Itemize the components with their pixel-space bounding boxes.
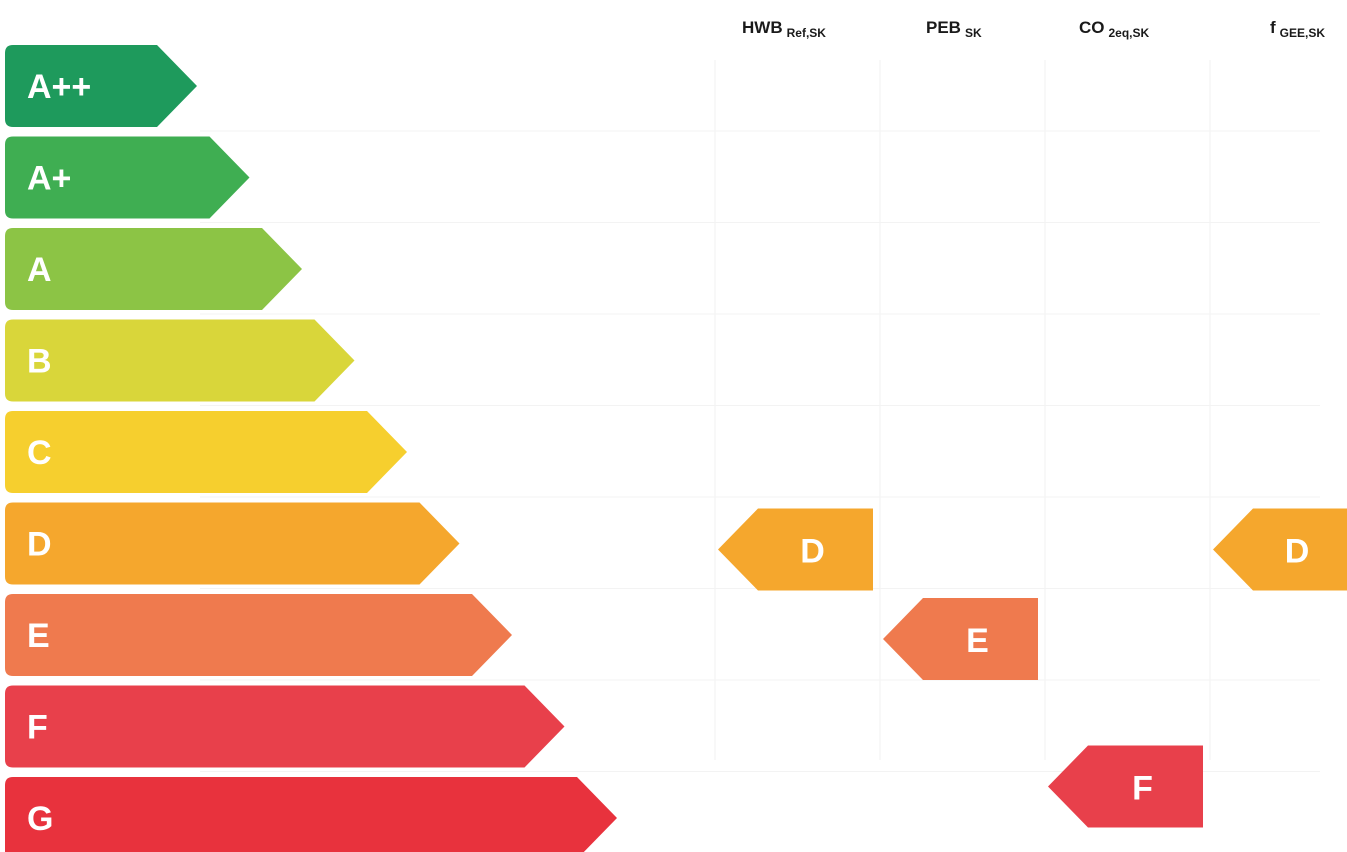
indicator-marker-shape [1213, 508, 1347, 591]
rating-bar-d: D [5, 502, 460, 585]
rating-bar-shape [5, 319, 355, 402]
rating-bar-b: B [5, 319, 355, 402]
rating-bar-aplus: A+ [5, 136, 250, 219]
column-header-peb: PEB SK [926, 18, 982, 40]
rating-bar-shape [5, 228, 302, 310]
rating-bar-label: B [27, 343, 52, 381]
column-header-fgee: f GEE,SK [1270, 18, 1326, 40]
rating-bar-label: A [27, 251, 52, 289]
column-header-hwb: HWB Ref,SK [742, 18, 826, 40]
rating-bar-c: C [5, 411, 407, 493]
indicator-marker-3: D [1213, 508, 1347, 591]
rating-bar-label: E [27, 617, 50, 655]
rating-bar-shape [5, 502, 460, 585]
rating-bar-label: F [27, 709, 48, 747]
column-header-peb-subscript: SK [964, 26, 982, 40]
rating-bar-g: G [5, 777, 617, 852]
indicator-marker-label: E [966, 622, 989, 660]
column-header-fgee-subscript: GEE,SK [1279, 26, 1326, 40]
indicator-marker-2: F [1048, 745, 1203, 828]
rating-bar-shape [5, 136, 250, 219]
column-header-co2: CO 2eq,SK [1079, 18, 1150, 40]
indicator-marker-shape [1048, 745, 1203, 828]
rating-bar-label: A++ [27, 68, 91, 106]
rating-bar-label: G [27, 800, 53, 838]
column-header-hwb-subscript: Ref,SK [786, 26, 826, 40]
rating-bar-label: C [27, 434, 52, 472]
rating-bar-shape [5, 685, 565, 768]
rating-bar-shape [5, 777, 617, 852]
indicator-marker-shape [883, 598, 1038, 680]
column-header-hwb-label: HWB [742, 18, 783, 37]
rating-bar-shape [5, 45, 197, 127]
rating-bar-a: A [5, 228, 302, 310]
indicator-marker-label: D [1285, 533, 1310, 571]
column-header-co2-subscript: 2eq,SK [1108, 26, 1150, 40]
rating-bar-label: D [27, 526, 52, 564]
rating-bar-label: A+ [27, 160, 71, 198]
column-header-fgee-label: f [1270, 18, 1276, 37]
rating-bar-e: E [5, 594, 512, 676]
rating-bar-shape [5, 411, 407, 493]
indicator-marker-1: E [883, 598, 1038, 680]
indicator-marker-shape [718, 508, 873, 591]
column-header-peb-label: PEB [926, 18, 961, 37]
indicator-marker-0: D [718, 508, 873, 591]
column-header-co2-label: CO [1079, 18, 1105, 37]
rating-bar-aplusplus: A++ [5, 45, 197, 127]
rating-bar-f: F [5, 685, 565, 768]
indicator-marker-label: F [1132, 770, 1153, 808]
indicator-marker-label: D [800, 533, 825, 571]
rating-bar-shape [5, 594, 512, 676]
grid-lines [200, 60, 1320, 772]
